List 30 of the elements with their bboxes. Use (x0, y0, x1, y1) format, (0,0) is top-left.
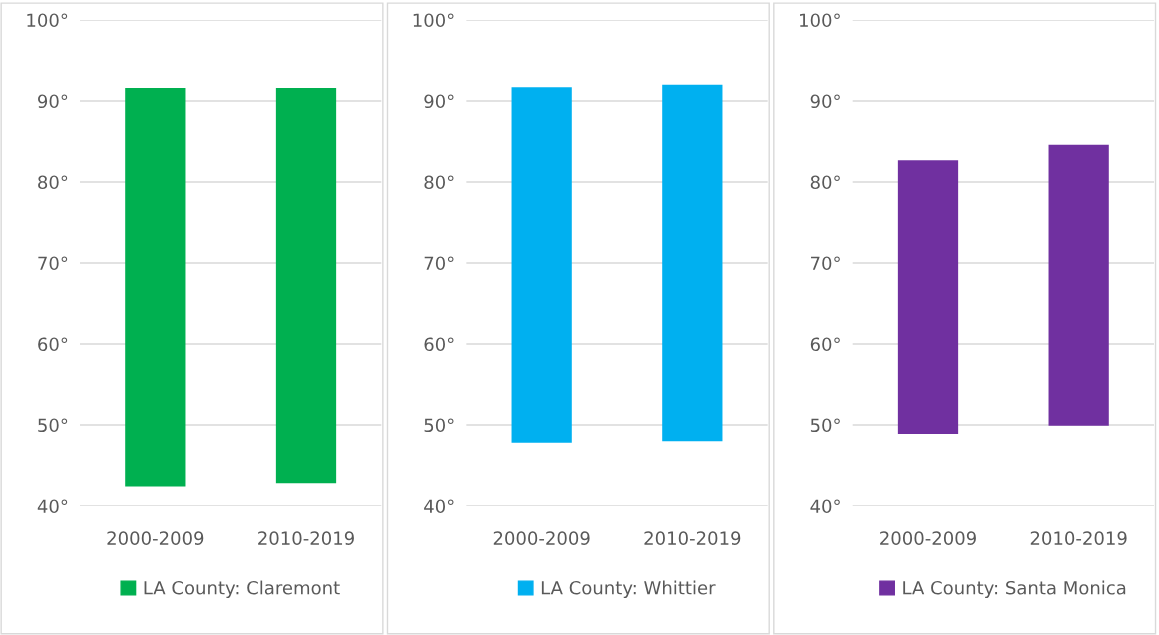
y-tick-label: 70° (811, 256, 840, 271)
y-tick-label: 100° (413, 13, 454, 28)
x-tick-label: 2010-2019 (1030, 531, 1127, 545)
y-tick-label: 80° (424, 175, 454, 190)
y-tick-label: 60° (810, 337, 840, 352)
y-tick-label: 90° (38, 94, 68, 109)
y-tick-label: 50° (424, 418, 454, 433)
legend-label: LA County: Claremont (144, 580, 340, 599)
y-tick-label: 100° (27, 13, 68, 28)
x-tick-label: 2000-2009 (107, 531, 204, 545)
x-tick-label: 2000-2009 (880, 531, 976, 545)
y-tick-label: 60° (38, 337, 68, 352)
y-tick-label: 90° (424, 94, 454, 109)
legend-label: LA County: Santa Monica (903, 580, 1126, 599)
y-tick-label: 40° (37, 499, 68, 514)
y-tick-label: 40° (424, 499, 454, 514)
y-tick-label: 70° (38, 256, 68, 271)
y-tick-label: 90° (810, 94, 840, 109)
y-tick-label: 70° (424, 256, 454, 271)
y-tick-label: 100° (800, 13, 840, 28)
y-tick-label: 80° (810, 175, 840, 190)
x-tick-label: 2000-2009 (493, 531, 590, 545)
y-tick-label: 60° (424, 337, 454, 352)
y-tick-label: 40° (810, 499, 840, 514)
y-tick-label: 80° (38, 175, 68, 190)
y-tick-label: 50° (38, 418, 68, 433)
x-tick-label: 2010-2019 (258, 531, 354, 545)
x-tick-label: 2010-2019 (644, 531, 741, 545)
y-tick-label: 50° (810, 418, 840, 433)
legend-label: LA County: Whittier (541, 580, 716, 599)
